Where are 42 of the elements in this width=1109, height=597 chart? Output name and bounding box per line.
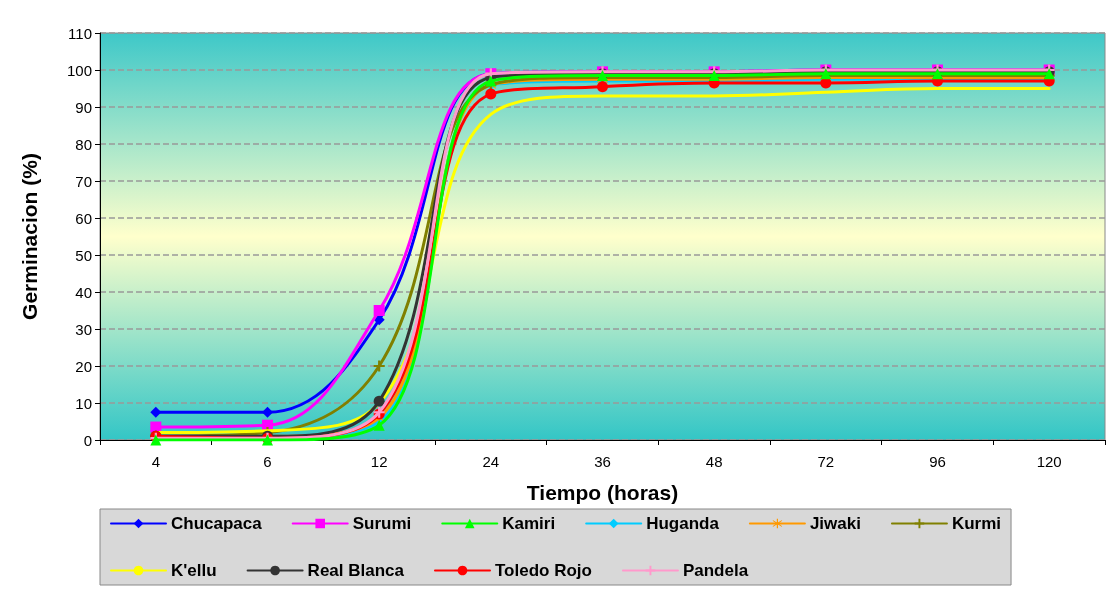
x-tick-label: 12	[370, 453, 388, 470]
legend-label: Real Blanca	[307, 561, 405, 580]
y-tick-label: 50	[75, 246, 92, 264]
y-tick-label: 0	[83, 431, 92, 449]
x-tick-label: 6	[263, 453, 272, 470]
point	[373, 360, 385, 372]
x-tick-label: 120	[1036, 453, 1062, 470]
legend-label: Huganda	[646, 514, 720, 533]
point	[485, 88, 497, 100]
x-tick-label: 4	[151, 453, 161, 470]
x-tick-label: 96	[929, 453, 946, 470]
y-tick-label: 60	[75, 209, 92, 227]
x-tick-label: 72	[817, 453, 835, 470]
legend-label: Surumi	[352, 514, 412, 533]
y-tick-label: 70	[75, 172, 92, 190]
legend-label: Kamiri	[502, 514, 556, 533]
y-tick-label: 90	[75, 98, 92, 116]
y-tick-label: 20	[75, 357, 92, 375]
y-tick-label: 40	[75, 283, 92, 301]
point	[373, 305, 385, 316]
legend-label: K'ellu	[171, 561, 217, 580]
point	[485, 75, 497, 87]
x-tick-label: 24	[482, 453, 500, 470]
x-axis-title: Tiempo (horas)	[526, 481, 679, 504]
x-tick-label: 36	[594, 453, 611, 470]
legend-label: Toledo Rojo	[494, 561, 592, 580]
y-tick-label: 100	[66, 61, 92, 79]
legend-label: Chucapaca	[171, 514, 263, 533]
y-tick-label: 30	[75, 320, 92, 338]
legend-label: Pandela	[682, 561, 749, 580]
y-tick-label: 80	[75, 135, 92, 153]
legend-label: Jiwaki	[809, 514, 861, 533]
point	[373, 419, 385, 431]
point	[150, 406, 162, 418]
legend-label: Kurmi	[951, 514, 1002, 533]
y-axis-title: Germinacion (%)	[18, 153, 41, 320]
x-tick-label: 48	[705, 453, 723, 470]
point	[262, 406, 273, 418]
point	[373, 395, 385, 407]
y-tick-label: 110	[68, 24, 92, 42]
point	[597, 81, 608, 93]
y-tick-label: 10	[75, 394, 92, 412]
